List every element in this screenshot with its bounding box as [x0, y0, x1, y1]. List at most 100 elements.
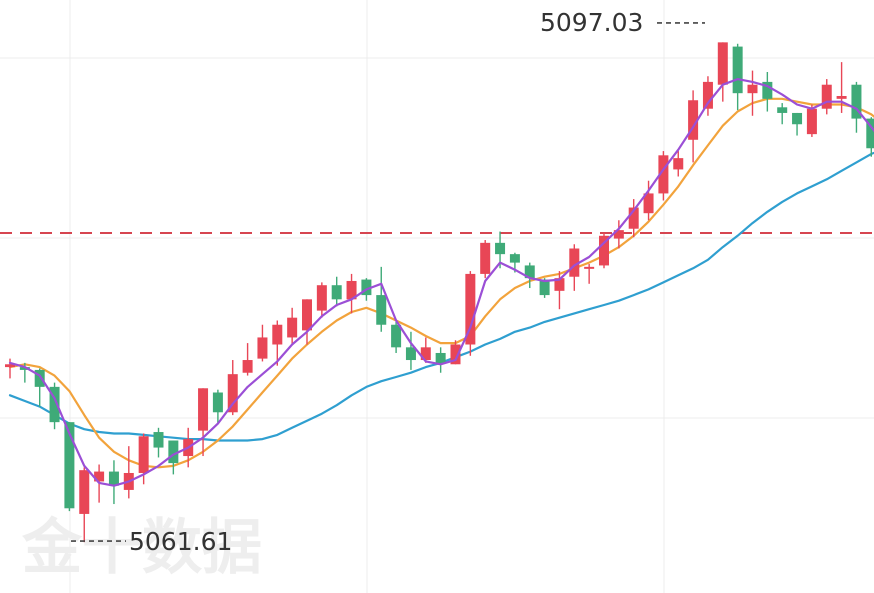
candle-body — [569, 248, 580, 277]
candle-body — [257, 337, 268, 359]
candle-body — [717, 42, 728, 85]
candle — [391, 321, 402, 353]
candle — [302, 299, 312, 345]
candle-body — [94, 471, 105, 482]
candle — [272, 320, 283, 366]
candle-body — [673, 158, 684, 170]
candle-body — [19, 367, 30, 370]
candle — [5, 358, 15, 379]
candle-body — [658, 155, 669, 194]
candle-body — [405, 347, 416, 361]
candle-body — [272, 324, 283, 345]
candle-body — [866, 118, 874, 149]
candle-body — [836, 96, 847, 99]
candle — [717, 42, 728, 102]
candle — [613, 220, 624, 249]
candle-body — [747, 84, 758, 94]
candle — [628, 199, 639, 238]
candle-body — [539, 279, 550, 296]
candles — [5, 42, 874, 543]
candle-body — [435, 352, 446, 363]
candle-body — [34, 369, 45, 387]
annotations: 5097.03 5061.61 — [71, 8, 705, 556]
candle — [524, 262, 535, 289]
candle — [673, 151, 684, 177]
candle-body — [584, 266, 595, 269]
candle-body — [153, 432, 164, 448]
candle-body — [212, 392, 223, 413]
candle-body — [821, 84, 832, 109]
candle — [227, 360, 238, 416]
candle — [376, 266, 387, 332]
candle — [168, 440, 179, 475]
candle — [480, 240, 491, 279]
candle — [287, 307, 298, 345]
candle-body — [509, 254, 520, 263]
high-label: 5097.03 — [540, 8, 643, 37]
ma1-line — [8, 77, 874, 487]
candle — [762, 72, 773, 112]
candle — [658, 151, 669, 201]
candle-body — [49, 386, 60, 423]
candle-body — [346, 280, 357, 300]
candle-body — [420, 347, 431, 361]
candle-body — [64, 422, 75, 509]
candle — [747, 70, 758, 116]
candle — [257, 324, 268, 362]
candle-body — [777, 107, 788, 113]
candle — [198, 388, 209, 457]
candle-body — [79, 470, 90, 514]
candle-body — [851, 84, 862, 119]
candle — [420, 337, 431, 363]
candle — [331, 276, 342, 307]
moving-average-lines — [8, 97, 874, 469]
candle — [851, 81, 862, 133]
candle — [792, 112, 803, 136]
candle — [79, 467, 90, 543]
candle — [777, 103, 788, 125]
candle-body — [643, 193, 654, 214]
candle — [405, 331, 416, 370]
candle — [821, 79, 832, 115]
candle — [316, 282, 327, 318]
candle — [465, 271, 476, 356]
candle-body — [613, 230, 624, 239]
candle-body — [450, 344, 461, 365]
candle — [584, 264, 595, 284]
candle-body — [5, 364, 15, 368]
candle-body — [302, 299, 312, 331]
candle — [138, 433, 149, 485]
candle — [643, 180, 654, 221]
candle — [346, 273, 357, 314]
candle-body — [376, 295, 387, 325]
low-label: 5061.61 — [129, 527, 232, 556]
candle — [64, 422, 75, 512]
candle-body — [688, 100, 699, 140]
ma2-line — [8, 97, 874, 469]
candle-body — [480, 242, 491, 274]
candle — [866, 117, 874, 157]
watermark: 金十数据 — [22, 513, 262, 583]
candle — [153, 427, 164, 458]
candle-body — [138, 436, 149, 473]
candle — [569, 244, 580, 291]
candle-body — [554, 278, 565, 291]
candle-body — [792, 112, 803, 125]
candle-body — [391, 324, 402, 348]
candle-body — [242, 360, 253, 373]
candle-body — [108, 471, 119, 486]
candle-body — [465, 273, 476, 345]
candle-body — [495, 242, 506, 255]
candle-body — [227, 374, 238, 413]
candle-body — [287, 317, 298, 338]
candle — [806, 104, 817, 137]
candle — [554, 271, 565, 310]
candle — [702, 76, 713, 116]
candle-body — [331, 285, 342, 300]
candle — [242, 343, 253, 376]
candle-body — [628, 207, 639, 229]
candle-body — [168, 440, 179, 464]
candle-body — [702, 81, 713, 109]
candle — [599, 232, 609, 269]
